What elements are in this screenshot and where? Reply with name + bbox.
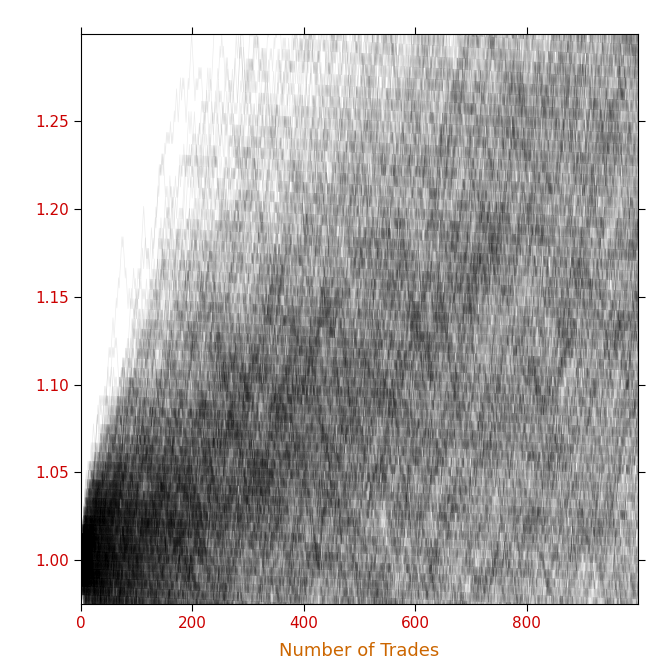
X-axis label: Number of Trades: Number of Trades (280, 642, 439, 660)
